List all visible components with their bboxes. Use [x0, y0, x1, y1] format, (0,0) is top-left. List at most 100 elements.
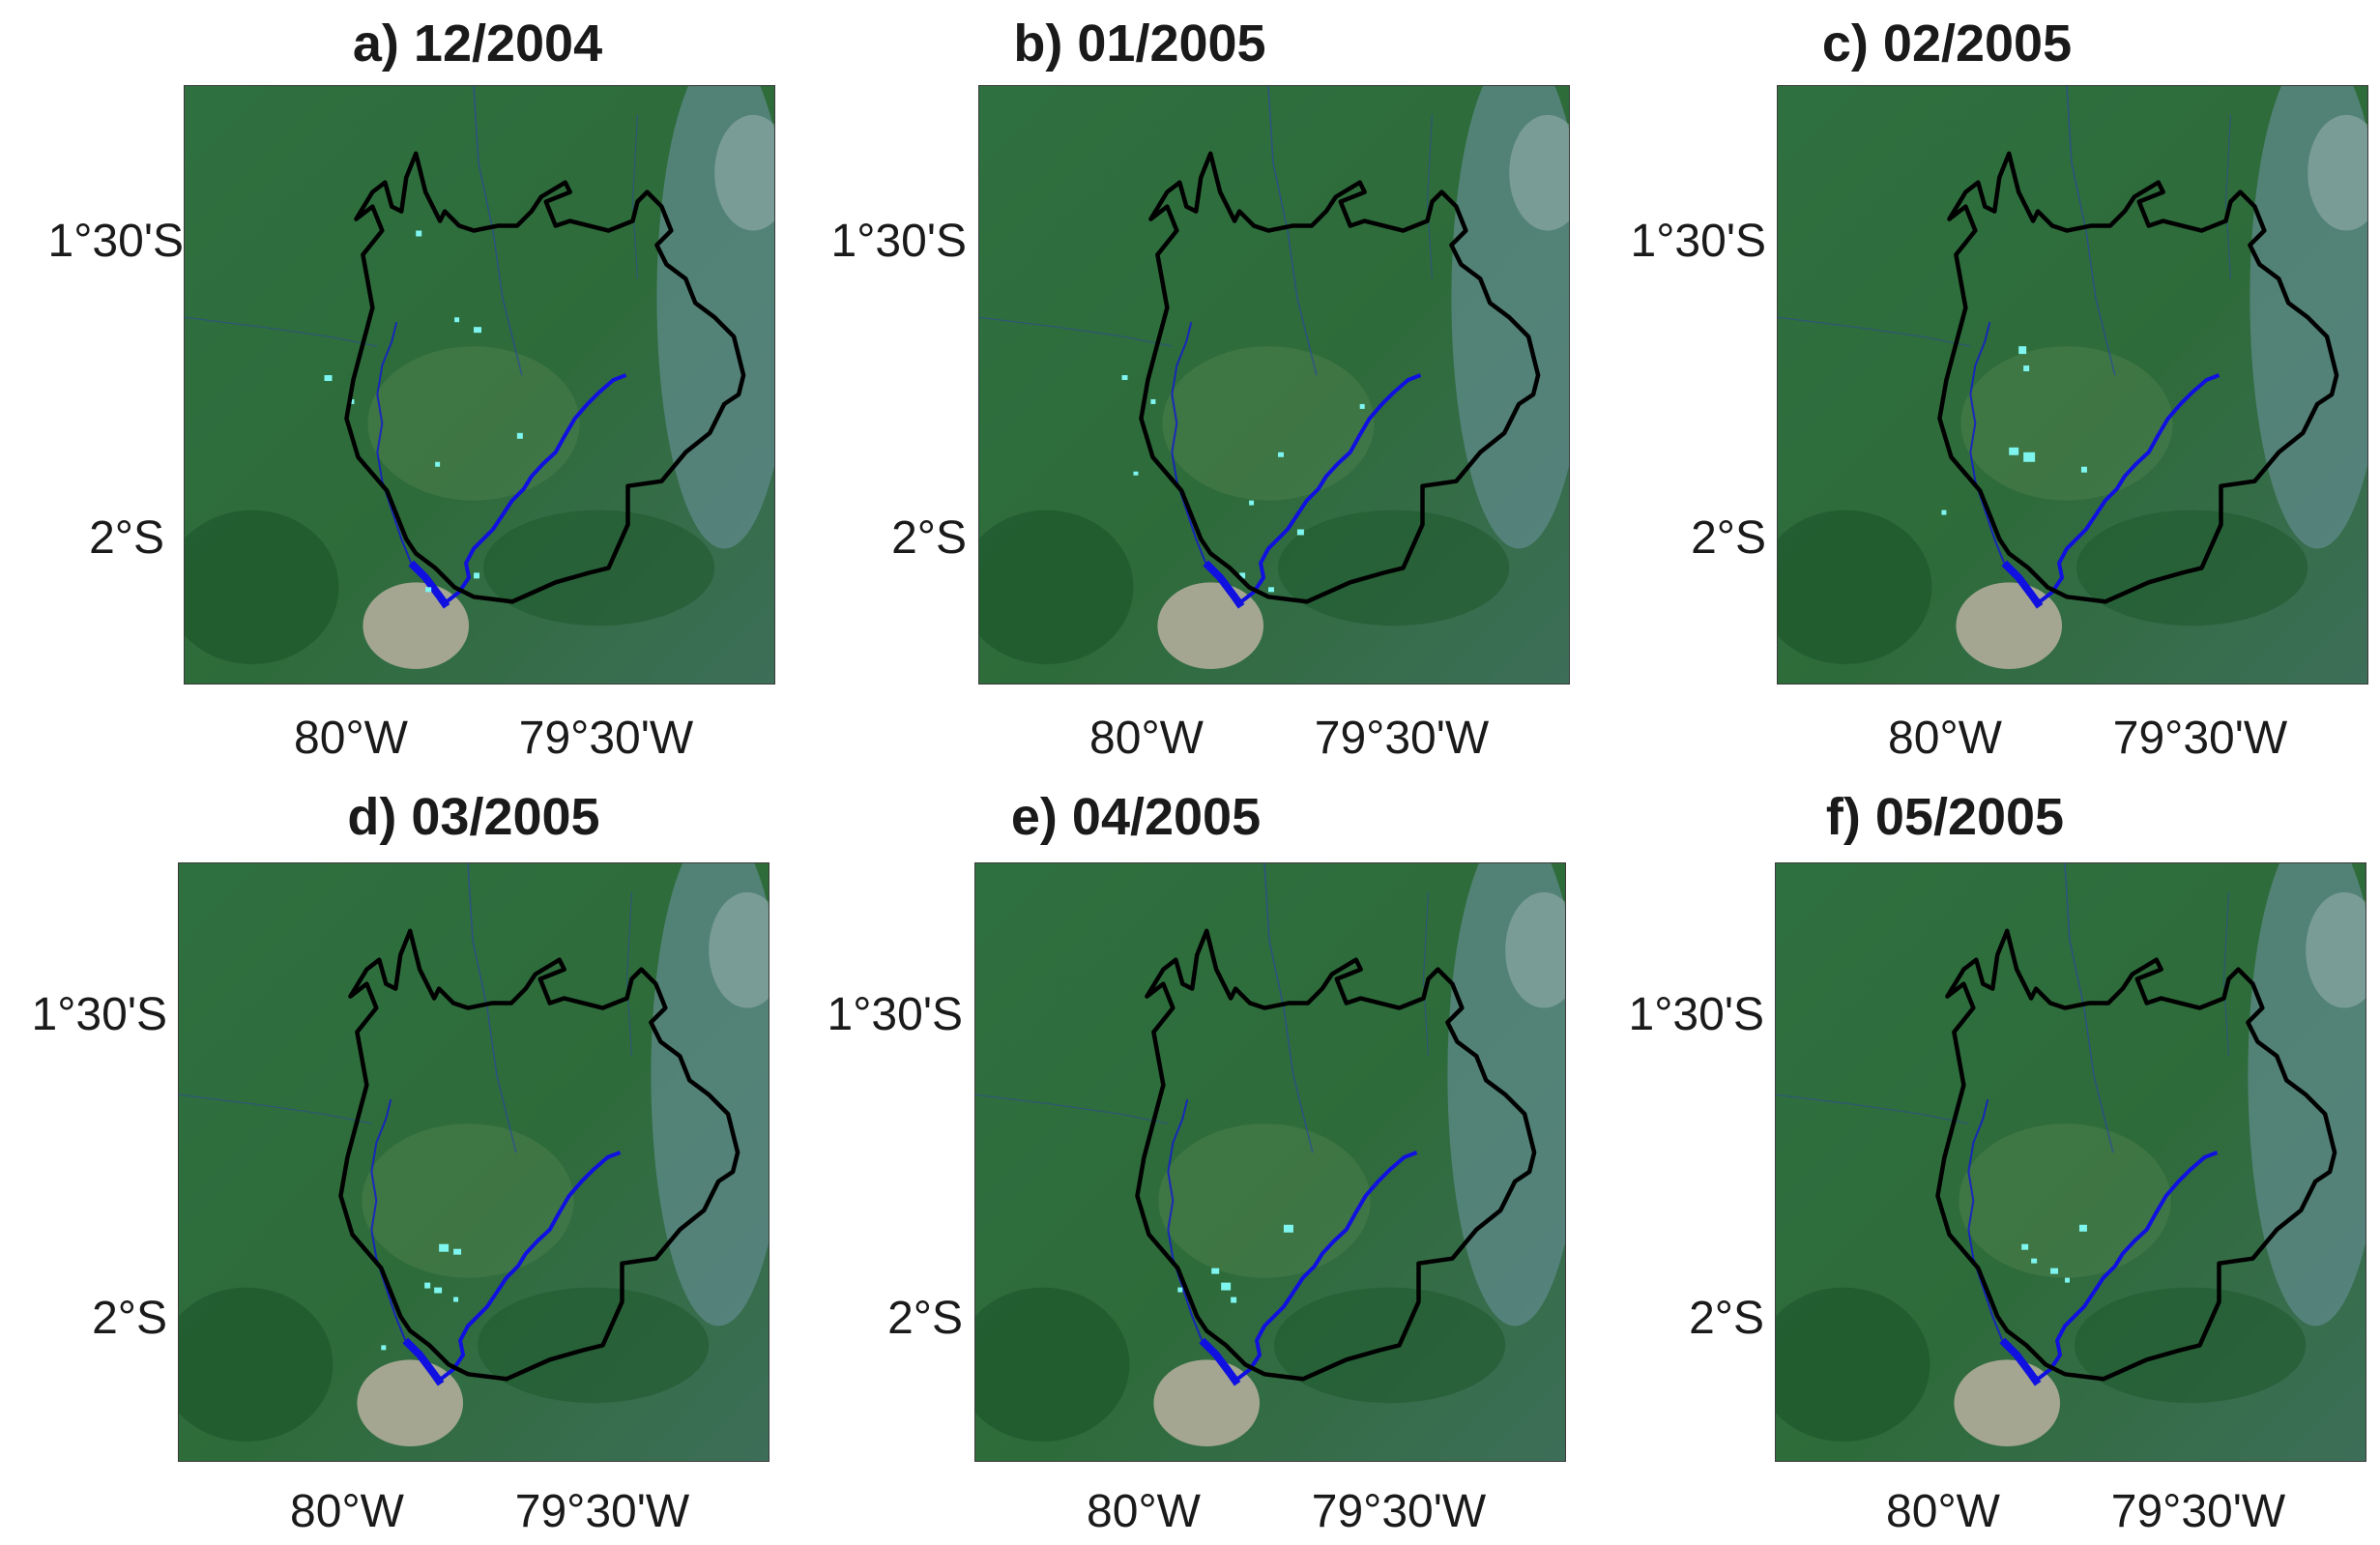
flood-pixel [1177, 1287, 1183, 1293]
flood-pixel [453, 1297, 459, 1302]
river-tributary [1969, 321, 2006, 564]
flood-pixel [1239, 572, 1246, 579]
flood-pixel [2023, 452, 2036, 462]
panel-f-lon-1: 80°W [1886, 1486, 2000, 1537]
river [2002, 373, 2220, 604]
stream-line [975, 1093, 1169, 1124]
cloud-patch [1509, 114, 1569, 231]
flood-pixel [1133, 471, 1139, 476]
panel-f-lon-2: 79°30'W [2110, 1486, 2286, 1537]
panel-a-lat-2: 2°S [89, 512, 164, 564]
river-tributary [1167, 1098, 1204, 1341]
panel-e-lon-2: 79°30'W [1311, 1486, 1487, 1537]
forest-area [482, 510, 715, 627]
panel-b-map [978, 85, 1570, 685]
panel-a-lat-1: 1°30'S [47, 216, 184, 267]
forest-area [1273, 1287, 1506, 1404]
panel-c-lon-2: 79°30'W [2112, 713, 2288, 764]
basin-boundary [1135, 928, 1537, 1382]
river-tributary [376, 321, 413, 564]
panel-f-title: f) 05/2005 [1825, 788, 2065, 846]
cropland-area [362, 1123, 574, 1278]
cloud-patch [714, 114, 774, 231]
flood-pixel [2065, 1277, 2071, 1283]
cropland-area [1959, 1123, 2171, 1278]
stream-line [179, 1093, 372, 1124]
panel-d-map [178, 862, 769, 1462]
stream-line [2222, 891, 2230, 1057]
basin-boundary [1139, 151, 1541, 604]
panel-b-lon-1: 80°W [1089, 713, 1204, 764]
forest-area [2074, 1287, 2307, 1404]
satellite-map [185, 86, 774, 684]
river [409, 373, 627, 604]
cloud-patch [709, 891, 769, 1008]
flood-pixel [416, 230, 422, 237]
flood-pixel [2078, 1224, 2087, 1232]
stream-line [473, 86, 523, 376]
stream-line [185, 316, 378, 347]
river-tributary [1967, 1098, 2004, 1341]
panel-d-title: d) 03/2005 [347, 788, 600, 846]
panel-e-lat-2: 2°S [887, 1293, 963, 1344]
flood-pixel [2080, 466, 2087, 473]
flood-pixel [516, 432, 523, 439]
stream-line [1263, 863, 1314, 1153]
basin-boundary [338, 928, 740, 1382]
basin-boundary [1937, 151, 2339, 604]
flood-pixel [1268, 587, 1274, 593]
panel-c-lon-1: 80°W [1888, 713, 2002, 764]
flood-pixel [2031, 1258, 2038, 1264]
flood-pixel [453, 1248, 462, 1255]
forest-area [1776, 1287, 1930, 1443]
flood-pixel [2018, 346, 2027, 355]
cloud-patch [2307, 114, 2367, 231]
flood-pixel [474, 327, 481, 334]
forest-area [179, 1287, 334, 1443]
river-estuary [402, 1337, 445, 1386]
panel-a-lon-2: 79°30'W [518, 713, 694, 764]
satellite-map [179, 863, 769, 1461]
flood-pixel [434, 1287, 443, 1294]
stream-line [625, 891, 633, 1057]
river-estuary [2001, 560, 2044, 609]
cropland-area [1960, 346, 2173, 501]
panel-c-map [1777, 85, 2368, 685]
panel-b-lat-1: 1°30'S [830, 216, 967, 267]
panel-e-lat-1: 1°30'S [827, 989, 963, 1040]
flood-pixel [2023, 365, 2030, 372]
river [2000, 1151, 2219, 1382]
stream-line [1776, 1093, 1969, 1124]
flood-pixel [1277, 452, 1284, 457]
flood-pixel [2009, 447, 2019, 455]
river [403, 1151, 622, 1382]
river-estuary [408, 560, 450, 609]
flood-pixel [1211, 1268, 1220, 1274]
cropland-area [1162, 346, 1375, 501]
flood-pixel [2021, 1243, 2029, 1250]
panel-f-map [1775, 862, 2366, 1462]
basin-boundary [1935, 928, 2337, 1382]
panel-e-title: e) 04/2005 [1010, 788, 1262, 846]
panel-b-title: b) 01/2005 [1013, 15, 1266, 73]
stream-line [2224, 114, 2232, 279]
stream-line [2064, 863, 2114, 1153]
stream-line [1422, 891, 1430, 1057]
flood-pixel [1283, 1224, 1293, 1233]
flood-pixel [1941, 510, 1947, 515]
flood-pixel [1359, 403, 1365, 409]
flood-pixel [324, 375, 333, 382]
forest-area [1277, 510, 1510, 627]
stream-line [1778, 316, 1971, 347]
flood-pixel [1296, 529, 1304, 536]
flood-pixel [1121, 375, 1128, 381]
stream-line [979, 316, 1173, 347]
satellite-map [979, 86, 1569, 684]
cloud-patch [2306, 891, 2365, 1008]
stream-line [1426, 114, 1434, 279]
cropland-area [1158, 1123, 1371, 1278]
panel-d-lat-2: 2°S [92, 1293, 167, 1344]
forest-area [2075, 510, 2308, 627]
stream-line [2066, 86, 2116, 376]
flood-pixel [424, 1282, 431, 1289]
